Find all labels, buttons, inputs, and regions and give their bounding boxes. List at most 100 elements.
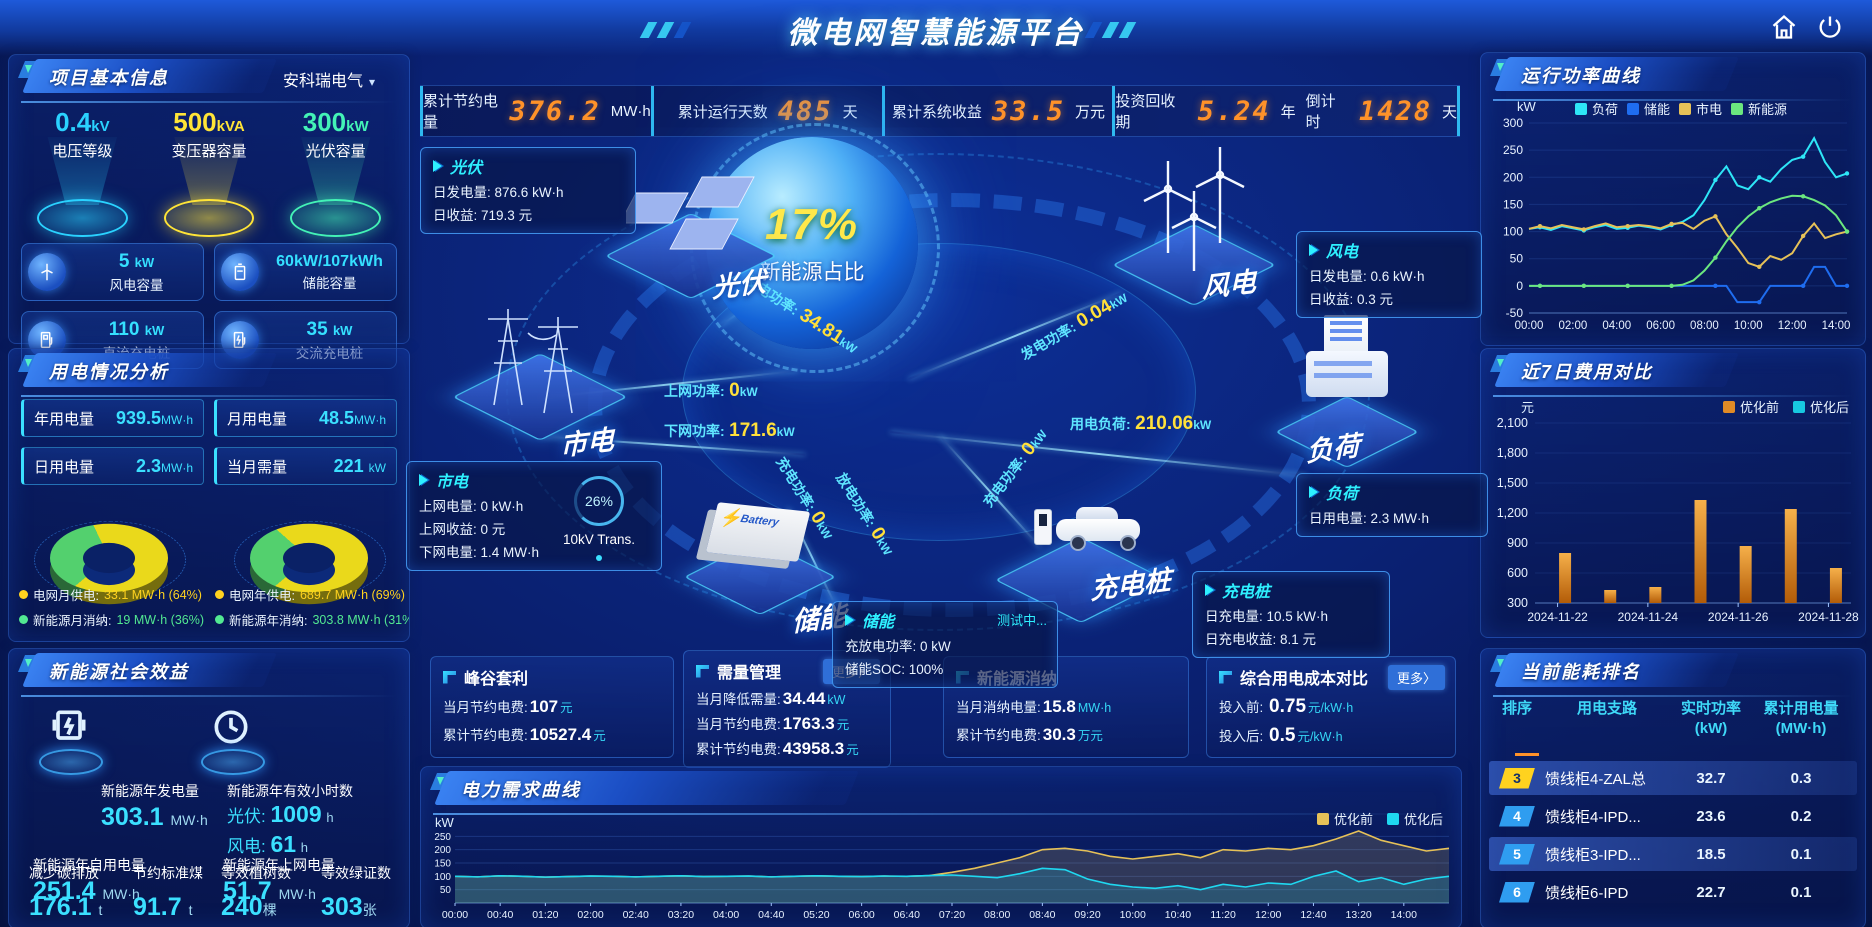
kpi-label: 累计运行天数: [677, 103, 768, 121]
legend-item: 优化后: [1792, 397, 1849, 416]
kpi-unit: 万元: [1074, 103, 1105, 121]
svg-text:14:00: 14:00: [1822, 320, 1851, 332]
table-row[interactable]: 6 馈线柜6-IPD 22.7 0.1: [1489, 875, 1857, 909]
svg-text:300: 300: [1507, 596, 1528, 610]
svg-text:2,100: 2,100: [1497, 416, 1528, 430]
svg-text:2024-11-26: 2024-11-26: [1708, 610, 1769, 624]
chevron-right-icon: [845, 614, 854, 626]
kpi-bar: 累计节约电量 376.2 MW·h 累计运行天数 485 天 累计系统收益 33…: [420, 85, 1461, 137]
flow-load: 用电负荷: 210.06kW: [1070, 413, 1212, 434]
rank-badge: 4: [1499, 805, 1535, 827]
load-node-label: 负荷: [1305, 430, 1361, 468]
svg-text:150: 150: [1503, 197, 1523, 211]
panel-title: 当前能耗排名: [1521, 662, 1641, 682]
card-icon: [443, 670, 456, 684]
home-icon[interactable]: [1770, 13, 1798, 41]
power-icon[interactable]: [1816, 13, 1844, 41]
svg-text:0: 0: [1516, 279, 1523, 293]
rank-badge: 6: [1499, 881, 1535, 903]
panel-demand-curve: 电力需求曲线 kW 优化前 优化后 50 100 150 200 250 00:00 00:4…: [420, 766, 1462, 927]
pv-hours: 光伏: 1009 h: [227, 801, 334, 827]
more-button[interactable]: 更多〉: [1387, 665, 1445, 690]
svg-text:04:40: 04:40: [758, 909, 784, 921]
card-icon: [696, 664, 709, 678]
kpi-run-days: 累计运行天数 485 天: [650, 86, 882, 136]
kpi-value: 485: [777, 95, 833, 127]
certs-label: 等效绿证数: [321, 865, 391, 881]
to-grid-value: 51.7 MW·h: [223, 877, 316, 905]
legend-green-month: 新能源月消纳: 19 MW·h (36%): [19, 610, 209, 629]
svg-text:07:20: 07:20: [939, 909, 965, 921]
chart-legend: 负荷 储能 市电 新能源: [1575, 99, 1787, 118]
table-row[interactable]: 4 馈线柜4-IPD... 23.6 0.2: [1489, 799, 1857, 833]
hours-label: 新能源年有效小时数: [227, 783, 353, 799]
kpi-unit: MW·h: [610, 102, 651, 120]
kpi-unit: 年: [1280, 103, 1296, 121]
clock-icon: [214, 710, 248, 744]
y-axis-unit: kW: [435, 815, 454, 830]
legend-item: 优化后: [1386, 809, 1443, 828]
card-icon: [1219, 670, 1232, 684]
svg-text:06:00: 06:00: [848, 909, 874, 921]
table-row[interactable]: 5 馈线柜3-IPD... 18.5 0.1: [1489, 837, 1857, 871]
total-energy: 0.2: [1790, 807, 1812, 825]
company-select[interactable]: 安科瑞电气 ▾: [282, 73, 375, 90]
kpi-label: 累计系统收益: [891, 103, 982, 121]
svg-text:100: 100: [434, 872, 451, 883]
cost-bar-chart: 300 600 900 1,200 1,500 1,800 2,100 2024-11-22 2…: [1497, 416, 1859, 624]
building-icon: [1306, 315, 1390, 399]
realtime-power: 18.5: [1696, 845, 1726, 863]
ev-car-icon: [1034, 507, 1164, 553]
kpi-energy-saved: 累计节约电量 376.2 MW·h: [420, 86, 651, 136]
header-decoration-right: [1084, 22, 1235, 38]
realtime-power: 22.7: [1696, 883, 1726, 901]
svg-text:09:20: 09:20: [1074, 909, 1100, 921]
svg-text:200: 200: [434, 845, 451, 856]
solar-panels-icon: [626, 176, 755, 250]
battery-icon: [234, 263, 246, 281]
wind-node-label: 风电: [1201, 266, 1257, 304]
svg-text:2024-11-22: 2024-11-22: [1527, 610, 1588, 624]
charger-node-label: 充电桩: [1090, 564, 1172, 606]
pv-node-label: 光伏: [711, 266, 767, 304]
legend-grid-month: 电网月供电: 33.1 MW·h (64%): [19, 585, 209, 604]
svg-text:300: 300: [1503, 117, 1523, 130]
load-info-box: 负荷 日用电量: 2.3 MW·h: [1296, 473, 1488, 537]
flow-to-grid: 上网功率: 0kW: [664, 380, 758, 401]
grid-node-label: 市电: [559, 424, 615, 462]
svg-text:150: 150: [434, 859, 451, 870]
carbon-label: 减少碳排放: [29, 865, 99, 881]
transformer-load-pct: 26%: [574, 476, 624, 526]
svg-text:02:00: 02:00: [577, 909, 603, 921]
svg-text:10:00: 10:00: [1734, 320, 1763, 332]
legend-green-year: 新能源年消纳: 303.8 MW·h (31%): [215, 610, 409, 629]
svg-text:00:00: 00:00: [442, 909, 468, 921]
generation-pedestal: [37, 705, 103, 775]
stat-month-energy: 月用电量 48.5MW·h: [214, 399, 397, 437]
branch-name: 馈线柜4-IPD...: [1545, 808, 1641, 826]
renewable-share-value: 17%: [764, 200, 860, 249]
microgrid-topology: 17% 新能源占比 光伏 风电 市电: [406, 123, 1488, 688]
svg-text:10:40: 10:40: [1165, 909, 1191, 921]
legend-item: 负荷: [1575, 99, 1618, 118]
coal-value: 91.7 t: [133, 893, 193, 921]
to-grid-label: 新能源年上网电量: [223, 857, 335, 873]
legend-item: 储能: [1627, 99, 1670, 118]
svg-text:14:00: 14:00: [1391, 909, 1417, 921]
wind-info-box: 风电 日发电量: 0.6 kW·h 日收益: 0.3 元: [1296, 231, 1482, 318]
kpi-revenue: 累计系统收益 33.5 万元: [881, 86, 1113, 136]
svg-text:12:00: 12:00: [1255, 909, 1281, 921]
legend-item: 优化前: [1316, 809, 1373, 828]
donut-month-chart: [9, 497, 209, 605]
table-row[interactable]: 3 馈线柜4-ZAL总 32.7 0.3: [1489, 761, 1857, 795]
kpi-value: 5.24: [1197, 95, 1271, 127]
chevron-right-icon: [433, 160, 442, 172]
transmission-towers-icon: [488, 309, 578, 414]
certs-value: 303张: [321, 893, 377, 921]
stat-day-energy: 日用电量 2.3MW·h: [21, 447, 204, 485]
transformer-indicator: 26% 10kV Trans.: [549, 476, 649, 561]
charging-pile-icon: [1034, 509, 1052, 545]
gen-value: 303.1 MW·h: [101, 803, 208, 831]
